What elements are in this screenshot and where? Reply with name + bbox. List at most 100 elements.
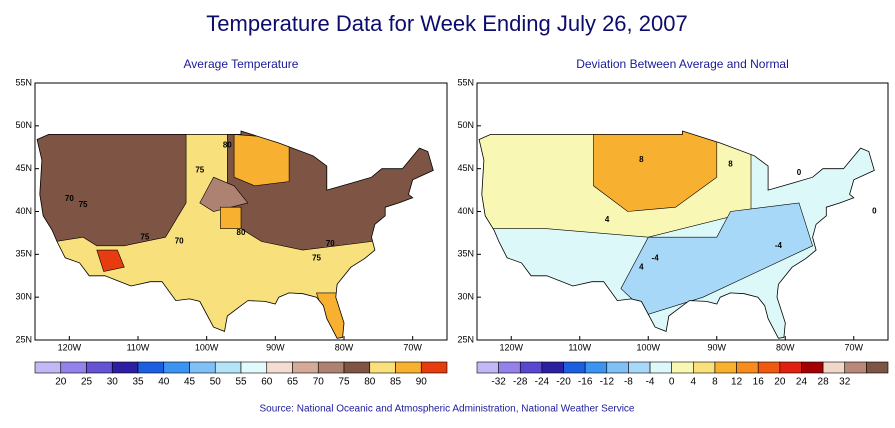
legend-swatch [317, 361, 345, 374]
legend-label: -16 [578, 377, 593, 388]
contour-label: 75 [79, 200, 88, 209]
lon-label: 90W [266, 342, 285, 352]
us-border [36, 130, 434, 339]
legend-label: 20 [55, 377, 67, 388]
legend-swatch [240, 361, 268, 374]
panel-title: Deviation Between Average and Normal [576, 57, 789, 71]
legend-label: 32 [839, 377, 851, 388]
legend-label: -32 [491, 377, 506, 388]
contour-label: 80 [237, 228, 246, 237]
legend-swatch [693, 361, 716, 374]
lat-label: 55N [15, 77, 32, 87]
legend-label: 50 [210, 377, 222, 388]
legend-label: 20 [774, 377, 786, 388]
legend-swatch [163, 361, 190, 374]
source: Source: National Oceanic and Atmospheric… [259, 404, 634, 415]
legend-swatch [420, 361, 448, 374]
legend-label: 24 [796, 377, 808, 388]
legend-swatch [866, 361, 889, 374]
lat-label: 45N [15, 163, 32, 173]
legend-swatch [649, 361, 672, 374]
legend-swatch [111, 361, 139, 374]
legend-swatch [60, 361, 87, 374]
legend-label: 8 [712, 377, 718, 388]
contour-label: 4 [639, 262, 644, 271]
lat-label: 30N [457, 292, 474, 302]
legend-label: 25 [81, 377, 93, 388]
legend-swatch [563, 361, 586, 374]
panel-title: Average Temperature [184, 57, 299, 71]
legend-swatch [584, 361, 608, 374]
contour-label: 70 [175, 237, 184, 246]
legend-swatch [292, 361, 319, 374]
lon-label: 90W [707, 342, 726, 352]
lat-label: 40N [15, 206, 32, 216]
legend-label: 0 [669, 377, 675, 388]
lon-label: 70W [403, 342, 422, 352]
page-title: Temperature Data for Week Ending July 26… [206, 11, 687, 36]
region [96, 249, 125, 272]
legend-swatch [395, 361, 422, 374]
legend-label: 35 [132, 377, 144, 388]
legend-swatch [844, 361, 867, 374]
contour-label: 75 [140, 232, 149, 241]
lat-label: 50N [15, 120, 32, 130]
contour-label: 75 [312, 254, 321, 263]
legend-label: 16 [753, 377, 765, 388]
contour-label: 8 [728, 159, 733, 168]
contour-label: -4 [775, 241, 783, 250]
legend-swatch [714, 361, 737, 374]
lat-label: 25N [15, 334, 32, 344]
lat-label: 55N [457, 77, 474, 87]
legend-label: 65 [287, 377, 299, 388]
lon-label: 70W [844, 342, 863, 352]
legend-label: 28 [818, 377, 830, 388]
legend-swatch [541, 361, 564, 374]
lon-label: 110W [568, 342, 591, 352]
legend-swatch [266, 361, 293, 374]
legend-label: 45 [184, 377, 196, 388]
legend-swatch [606, 361, 629, 374]
contour-label: 4 [605, 215, 610, 224]
lon-label: 120W [499, 342, 523, 352]
lon-label: 120W [58, 342, 82, 352]
legend-label: 30 [107, 377, 119, 388]
legend-swatch [34, 361, 62, 374]
legend-swatch [822, 361, 846, 374]
legend-swatch [86, 361, 113, 374]
lon-label: 80W [335, 342, 354, 352]
lat-label: 50N [457, 120, 474, 130]
legend-label: 85 [390, 377, 402, 388]
legend-label: 12 [731, 377, 743, 388]
lat-label: 45N [457, 163, 474, 173]
us-border [478, 130, 875, 339]
legend-label: -4 [646, 377, 655, 388]
legend-swatch [671, 361, 694, 374]
legend-label: -28 [513, 377, 528, 388]
contour-label: 0 [872, 207, 877, 216]
legend-label: 70 [313, 377, 325, 388]
legend-swatch [736, 361, 759, 374]
legend-label: 55 [235, 377, 247, 388]
contour-label: 0 [797, 168, 802, 177]
contour-label: 70 [65, 194, 74, 203]
legend-swatch [628, 361, 651, 374]
legend-label: 4 [691, 377, 697, 388]
legend-swatch [498, 361, 521, 374]
legend-swatch [214, 361, 242, 374]
region [220, 206, 242, 229]
legend-swatch [519, 361, 543, 374]
legend-label: 60 [261, 377, 273, 388]
contour-label: 70 [326, 239, 335, 248]
lat-label: 40N [457, 206, 474, 216]
legend-label: 90 [416, 377, 428, 388]
legend-swatch [189, 361, 216, 374]
legend-swatch [343, 361, 371, 374]
contour-label: 8 [639, 155, 644, 164]
region [593, 131, 718, 212]
legend-label: 80 [364, 377, 376, 388]
legend-swatch [137, 361, 165, 374]
lon-label: 80W [776, 342, 795, 352]
legend-label: -24 [535, 377, 550, 388]
